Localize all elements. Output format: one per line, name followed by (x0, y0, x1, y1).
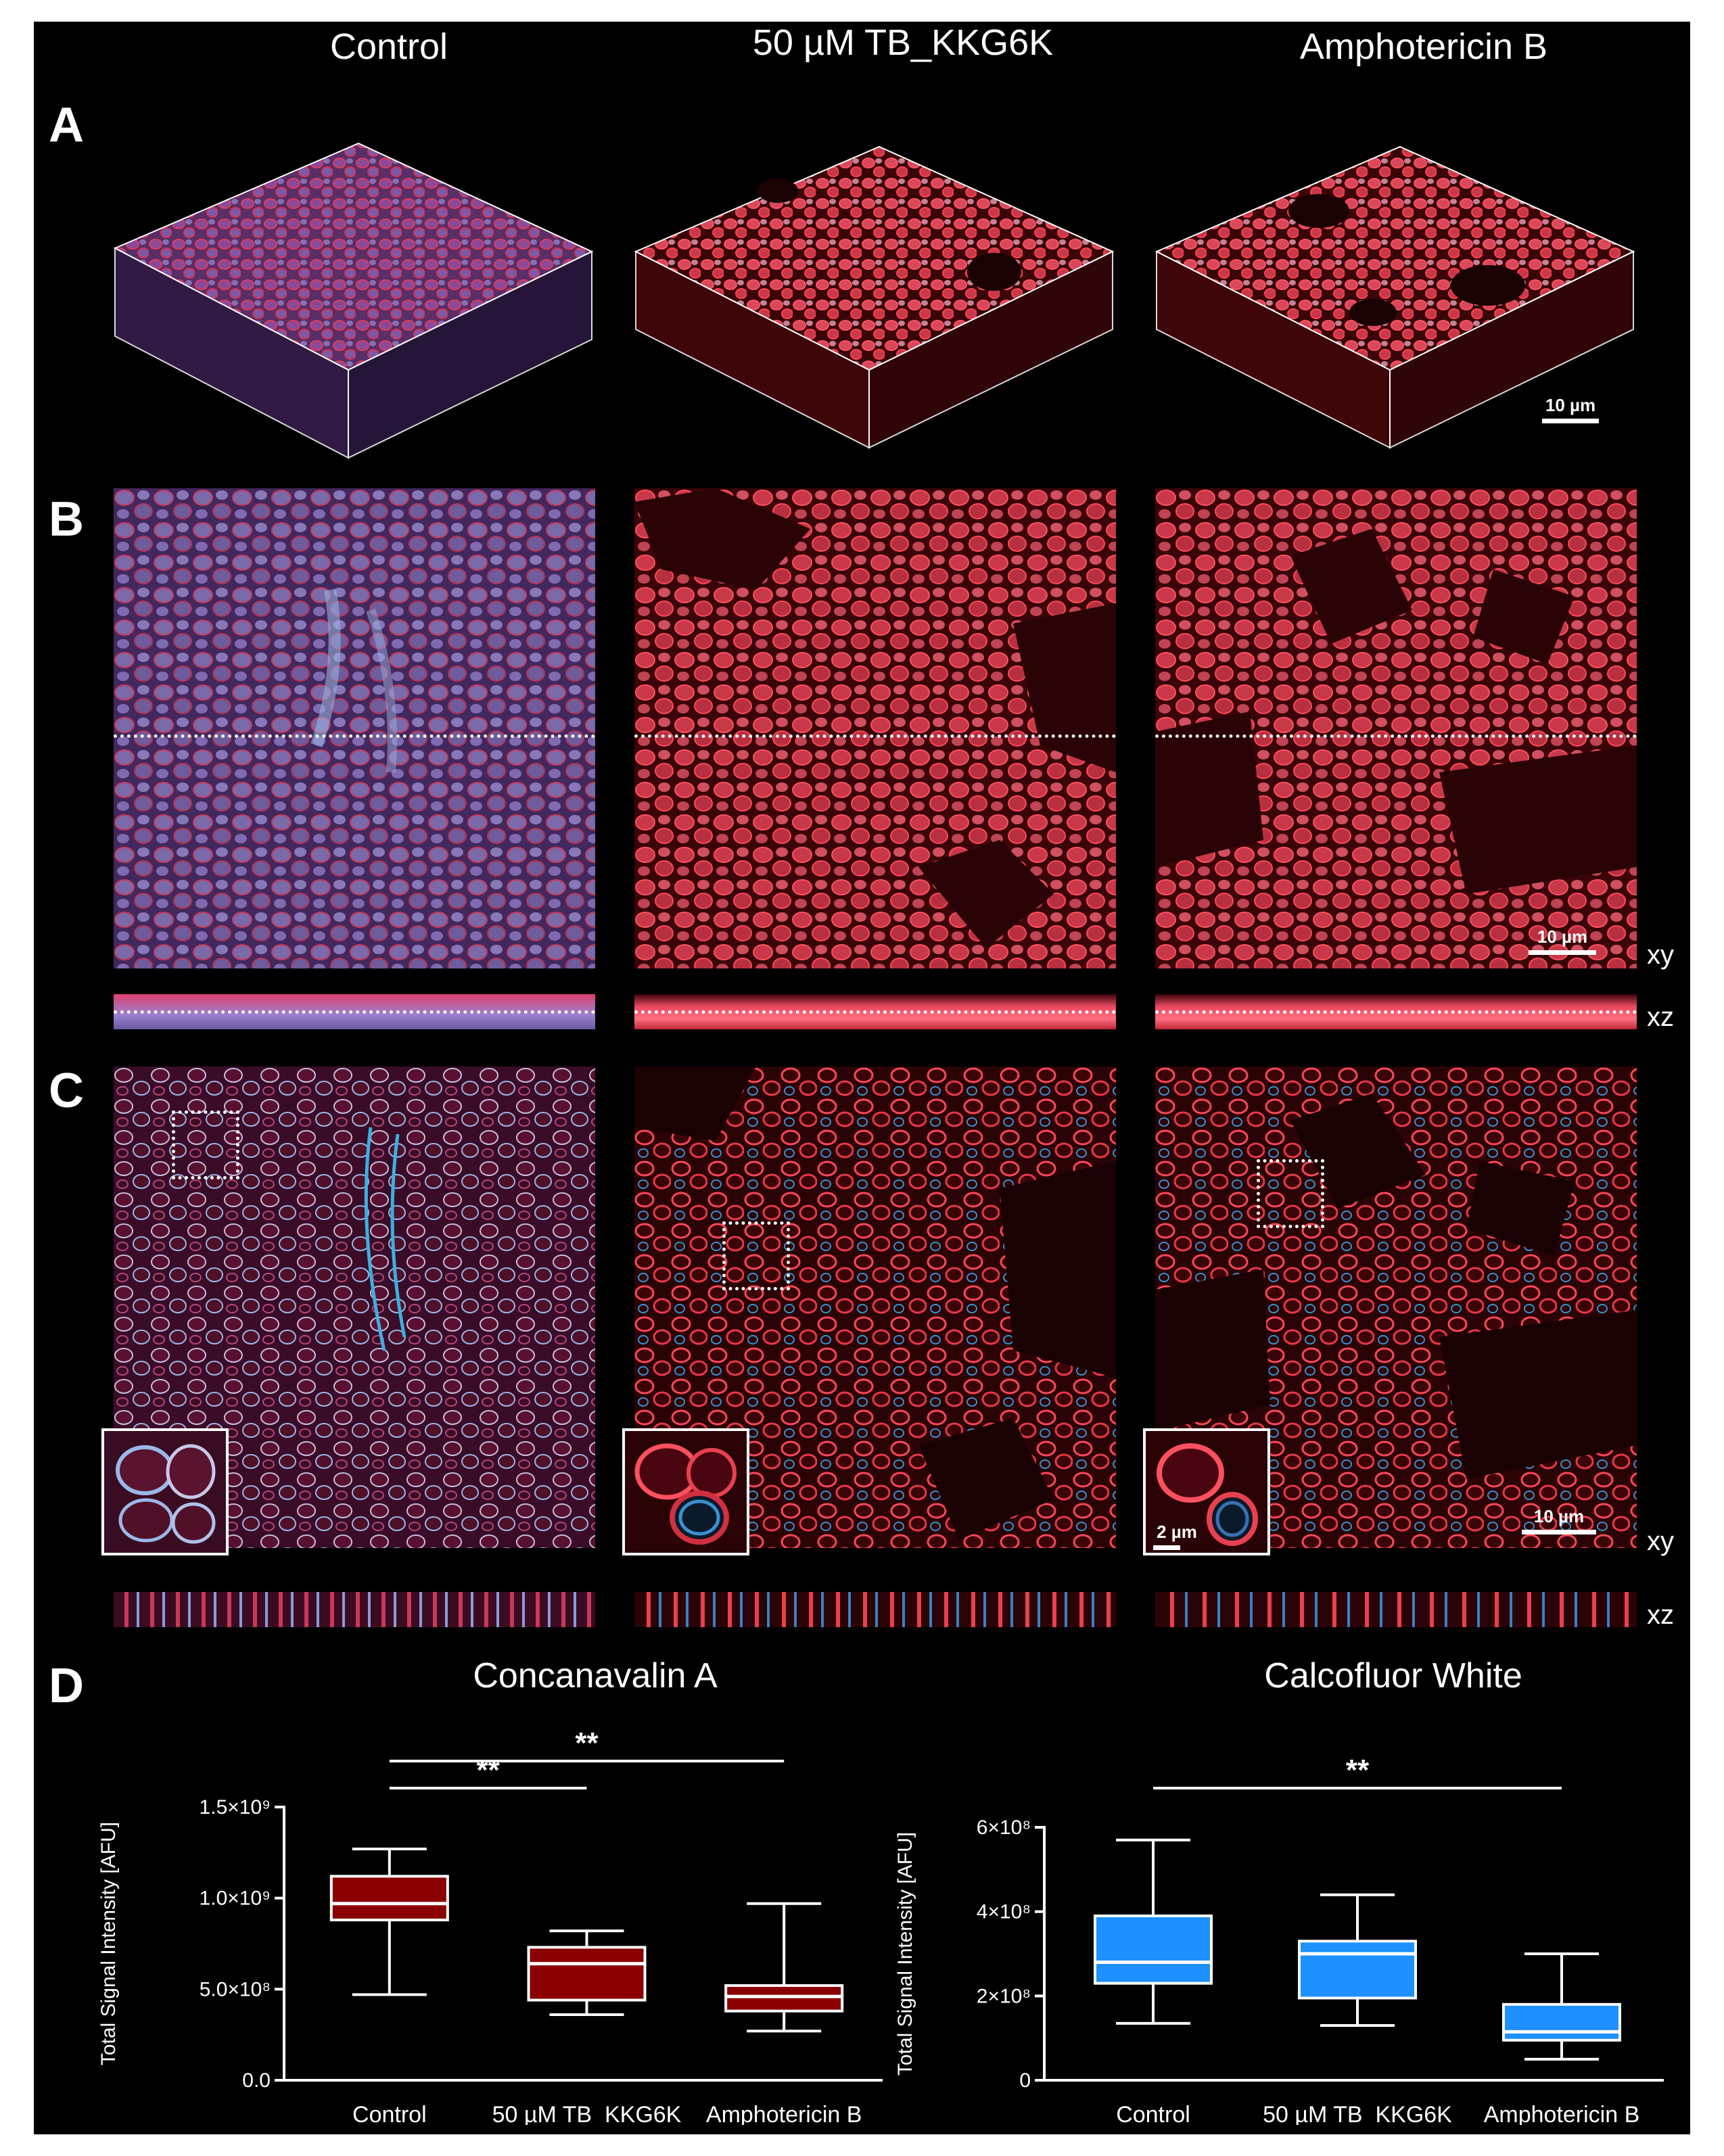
y-axis-label: Total Signal Intensity [AFU] (97, 1822, 120, 2065)
xy-plane-line-tb-kkg6k (634, 1010, 1116, 1014)
scale-bar-inset: 2 µm (1153, 1522, 1201, 1550)
box-0 (329, 1875, 449, 1921)
panel-c-xy-tb-kkg6k (634, 1067, 1116, 1548)
y-tick-label: 5.0×10⁸ (200, 1978, 271, 2000)
cell-image-b-control (114, 488, 595, 968)
panel-label-c: C (49, 1064, 84, 1118)
panel-b-xy-tb-kkg6k (634, 488, 1116, 968)
inset-tb-kkg6k (622, 1428, 749, 1555)
inset-control (101, 1428, 229, 1555)
x-tick-label: 50 µM TB_KKG6K (1263, 2102, 1452, 2125)
panel-label-a: A (49, 98, 84, 152)
chart-title-calcofluor: Calcofluor White (1264, 1656, 1522, 1695)
scale-bar-b: 10 µm (1529, 927, 1596, 955)
x-tick-label: Amphotericin B (706, 2102, 862, 2125)
roi-box-amphotericin (1257, 1159, 1324, 1228)
xz-section-line-control (114, 734, 595, 738)
significance-label: ** (1346, 1754, 1370, 1787)
y-axis-label: Total Signal Intensity [AFU] (894, 1832, 916, 2076)
x-tick-label: Amphotericin B (1484, 2102, 1640, 2125)
panel-label-d: D (49, 1659, 84, 1713)
inset-image-amphotericin (1146, 1431, 1267, 1553)
x-tick-label: Control (1116, 2102, 1190, 2125)
y-tick-label: 0.0 (242, 2069, 271, 2092)
cell-image-b-amphotericin (1155, 488, 1637, 968)
plane-label-b-xz: xz (1647, 1002, 1674, 1032)
box-1 (1298, 1940, 1417, 2000)
y-tick-label: 1.0×10⁹ (200, 1888, 271, 1910)
xy-plane-line-amphotericin (1155, 1010, 1637, 1014)
xy-plane-line-control (114, 1010, 595, 1014)
figure-canvas: Control 50 µM TB_KKG6K Amphotericin B A (34, 22, 1690, 2134)
plane-label-c-xz: xz (1647, 1600, 1674, 1630)
roi-box-tb-kkg6k (722, 1221, 790, 1290)
column-title-control: Control (329, 26, 448, 67)
cell-image-b-tb-kkg6k (634, 488, 1116, 968)
scale-bar-inset-label: 2 µm (1157, 1522, 1197, 1542)
y-tick-label: 2×10⁸ (977, 1985, 1031, 2007)
y-tick-label: 4×10⁸ (977, 1901, 1031, 1923)
inset-image-control (104, 1431, 226, 1553)
chart-title-concanavalin: Concanavalin A (473, 1656, 718, 1695)
render-3d-tb-kkg6k (634, 145, 1115, 449)
panel-c-xz-control (114, 1592, 595, 1627)
xz-section-line-amphotericin (1155, 734, 1637, 738)
plane-label-c-xy: xy (1647, 1526, 1674, 1556)
inset-amphotericin (1143, 1428, 1270, 1555)
chart-concanavalin-a: 0.0 5.0×10⁸ 1.0×10⁹ 1.5×10⁹ Total Signal Int… (97, 1727, 883, 2125)
panel-c-xz-amphotericin (1155, 1592, 1637, 1627)
inset-image-tb-kkg6k (625, 1431, 747, 1553)
box-0 (1094, 1914, 1213, 1985)
render-3d-amphotericin (1155, 145, 1635, 449)
box-1 (527, 1946, 647, 2002)
column-title-amphotericin: Amphotericin B (1299, 26, 1548, 67)
scale-bar-a-label: 10 µm (1545, 395, 1596, 415)
scale-bar-c-label: 10 µm (1533, 1506, 1585, 1526)
panel-b-xy-amphotericin (1155, 488, 1637, 968)
y-tick-label: 0 (1019, 2069, 1031, 2092)
render-3d-control (113, 142, 594, 459)
significance-label: ** (477, 1754, 500, 1787)
scale-bar-b-label: 10 µm (1537, 927, 1588, 947)
panel-label-b: B (49, 492, 84, 546)
chart-calcofluor-white: 0 2×10⁸ 4×10⁸ 6×10⁸ Total Signal Intensity [… (894, 1754, 1664, 2125)
column-title-tb-kkg6k: 50 µM TB_KKG6K (752, 22, 1054, 63)
x-tick-label: 50 µM TB_KKG6K (492, 2102, 682, 2125)
panel-c-xz-tb-kkg6k (634, 1592, 1116, 1627)
box-2 (724, 1984, 844, 2013)
box-2 (1502, 2002, 1621, 2042)
xz-section-line-tb-kkg6k (634, 734, 1116, 738)
significance-label: ** (575, 1727, 599, 1760)
scale-bar-a: 10 µm (1542, 395, 1599, 423)
x-tick-label: Control (352, 2102, 427, 2125)
roi-box-control (172, 1110, 239, 1179)
scale-bar-c: 10 µm (1522, 1506, 1596, 1534)
y-tick-label: 1.5×10⁹ (200, 1796, 271, 1819)
plane-label-b-xy: xy (1647, 940, 1674, 970)
panel-b-xy-control (114, 488, 595, 968)
y-tick-label: 6×10⁸ (977, 1817, 1031, 1839)
panel-a-3d-renderings (113, 142, 1635, 459)
